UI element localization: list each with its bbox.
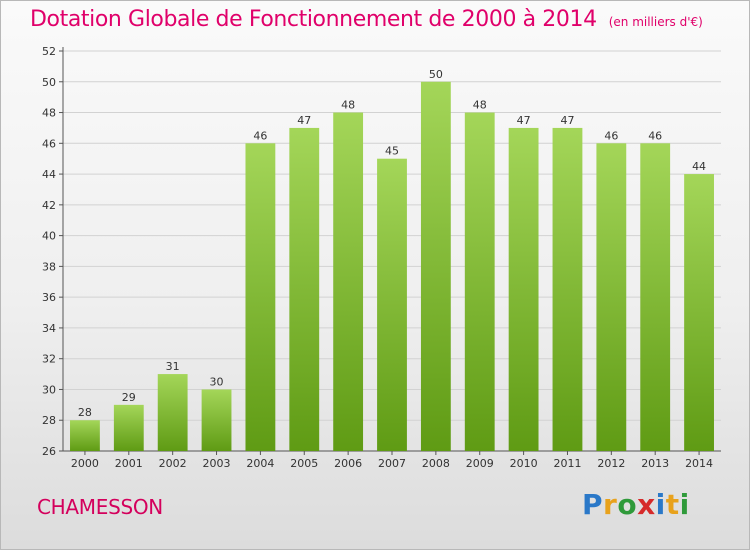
data-label: 29 <box>122 391 136 404</box>
x-tick-label: 2013 <box>641 457 669 470</box>
x-tick-label: 2010 <box>510 457 538 470</box>
x-tick-label: 2012 <box>597 457 625 470</box>
data-label: 47 <box>517 114 531 127</box>
bar-2009 <box>464 112 495 452</box>
x-tick-label: 2011 <box>553 457 581 470</box>
y-tick-label: 36 <box>42 291 56 304</box>
axes: 26 28 30 32 34 36 38 40 42 44 46 48 50 52 2000 2001 2002… <box>42 45 721 470</box>
bar-2004 <box>245 143 276 452</box>
bar-2007 <box>377 158 407 451</box>
chart-unit-note: (en milliers d'€) <box>608 15 703 29</box>
y-tick-label: 44 <box>42 168 56 181</box>
data-label: 48 <box>341 99 355 112</box>
bar-2000 <box>70 420 100 451</box>
bar-2008 <box>420 81 451 452</box>
y-tick-label: 52 <box>42 45 56 58</box>
data-labels: 28 29 31 30 46 47 48 45 50 48 47 47 46 46 44 <box>78 68 706 419</box>
bar-2014 <box>684 174 714 452</box>
bar-2002 <box>157 374 188 451</box>
x-tick-label: 2004 <box>246 457 274 470</box>
data-label: 45 <box>385 145 399 158</box>
y-tick-label: 32 <box>42 353 56 366</box>
logo-letter: r <box>603 488 618 521</box>
y-tick-label: 48 <box>42 107 56 120</box>
data-label: 30 <box>210 375 224 388</box>
logo-letter: i <box>679 488 690 521</box>
logo-letter: x <box>637 488 656 521</box>
logo-letter: o <box>617 488 638 521</box>
commune-name: CHAMESSON <box>37 495 163 519</box>
y-tick-label: 28 <box>42 414 56 427</box>
logo-letter: P <box>582 488 604 521</box>
data-label: 31 <box>166 360 180 373</box>
bar-2012 <box>596 143 627 452</box>
x-tick-label: 2003 <box>203 457 231 470</box>
y-tick-label: 42 <box>42 199 56 212</box>
x-tick-label: 2001 <box>115 457 143 470</box>
proxiti-logo: Proxiti <box>582 488 690 521</box>
y-tick-label: 46 <box>42 137 56 150</box>
data-label: 46 <box>648 129 662 142</box>
data-label: 46 <box>253 129 267 142</box>
x-tick-label: 2005 <box>290 457 318 470</box>
x-tick-label: 2009 <box>466 457 494 470</box>
bar-2001 <box>113 404 144 451</box>
logo-letter: t <box>665 488 680 521</box>
x-tick-label: 2014 <box>685 457 713 470</box>
bar-2010 <box>508 127 539 451</box>
chart-title: Dotation Globale de Fonctionnement de 20… <box>30 7 703 32</box>
bar-2005 <box>289 127 320 451</box>
bar-2011 <box>552 127 583 451</box>
y-tick-label: 40 <box>42 230 56 243</box>
data-label: 48 <box>473 99 487 112</box>
logo-letter: i <box>655 488 666 521</box>
bar-2006 <box>333 112 364 452</box>
x-tick-label: 2000 <box>71 457 99 470</box>
x-tick-label: 2008 <box>422 457 450 470</box>
data-label: 28 <box>78 406 92 419</box>
bar-2003 <box>201 389 232 451</box>
chart-title-text: Dotation Globale de Fonctionnement de 20… <box>30 7 597 32</box>
y-tick-label: 50 <box>42 76 56 89</box>
data-label: 47 <box>560 114 574 127</box>
y-tick-label: 34 <box>42 322 56 335</box>
bar-2013 <box>640 143 671 452</box>
data-label: 44 <box>692 160 706 173</box>
data-label: 47 <box>297 114 311 127</box>
x-tick-label: 2007 <box>378 457 406 470</box>
y-tick-label: 26 <box>42 445 56 458</box>
x-tick-label: 2006 <box>334 457 362 470</box>
bars <box>70 81 714 452</box>
data-label: 50 <box>429 68 443 81</box>
x-tick-label: 2002 <box>159 457 187 470</box>
data-label: 46 <box>604 129 618 142</box>
y-tick-label: 38 <box>42 260 56 273</box>
y-tick-label: 30 <box>42 383 56 396</box>
